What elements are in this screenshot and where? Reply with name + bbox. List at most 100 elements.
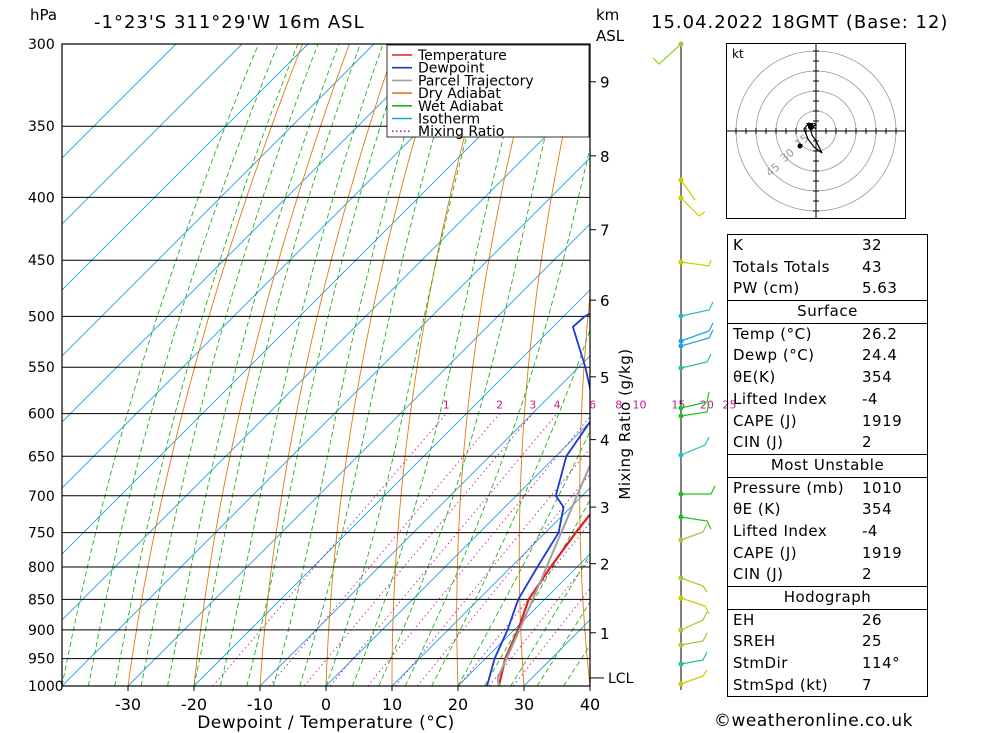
wind-barb <box>680 197 706 217</box>
wind-barb <box>680 301 714 317</box>
surface-cin-value: 2 <box>862 433 873 452</box>
wind-level-dot <box>678 661 684 667</box>
legend-label: Temperature <box>417 48 507 64</box>
dry-adiabat-line <box>695 44 723 686</box>
profile-lines <box>486 312 590 686</box>
surface-dewp-row: Dewp (°C) 24.4 <box>728 345 927 367</box>
surface-temp-row: Temp (°C) 26.2 <box>728 324 927 346</box>
location-title: -1°23'S 311°29'W 16m ASL <box>94 12 365 33</box>
pressure-tick-label: 650 <box>28 449 55 465</box>
mixing-ratio-axis-title: Mixing Ratio (g/kg) <box>616 348 634 499</box>
wind-barb <box>680 632 708 646</box>
hodograph-unit: kt <box>732 47 744 61</box>
mixing-ratio-label: 25 <box>723 399 737 412</box>
x-tick-label: -30 <box>115 695 141 714</box>
k-index-row: K 32 <box>728 235 927 257</box>
km-tick-label: 4 <box>600 432 610 450</box>
km-tick-label: 1 <box>600 625 610 643</box>
valid-datetime: 15.04.2022 18GMT (Base: 12) <box>651 12 949 33</box>
temperature-line <box>497 512 590 686</box>
wet-adiabat-line <box>378 44 569 686</box>
wind-barb <box>681 485 716 495</box>
pressure-tick-label: 350 <box>28 119 55 135</box>
pressure-tick-label: 600 <box>28 407 55 423</box>
stmdir-label: StmDir <box>733 654 788 673</box>
isotherm-line <box>62 44 375 357</box>
wind-barb <box>680 353 712 369</box>
pressure-tick-label: 550 <box>28 360 55 376</box>
wind-level-dot <box>678 413 684 419</box>
isotherm-line <box>62 44 309 291</box>
wind-level-dot <box>678 405 684 411</box>
legend-label: Parcel Trajectory <box>418 73 534 89</box>
pressure-tick-label: 500 <box>28 309 55 325</box>
km-tick-label: 6 <box>600 292 610 310</box>
dry-adiabat-line <box>193 44 350 686</box>
parcel-trajectory-line <box>496 463 590 686</box>
stmspd-row: StmSpd (kt) 7 <box>728 675 927 697</box>
mu-theta-value: 354 <box>862 500 893 519</box>
km-unit-label: km <box>596 6 619 24</box>
mu-cape-label: CAPE (J) <box>733 543 798 562</box>
wind-barb <box>680 179 696 201</box>
dry-adiabat-line <box>638 44 676 686</box>
copyright-footer: ©weatheronline.co.uk <box>714 711 914 731</box>
mixing-ratio-label: 4 <box>554 399 561 412</box>
sreh-row: SREH 25 <box>728 631 927 653</box>
isotherm-line <box>127 223 590 686</box>
sreh-label: SREH <box>733 632 776 651</box>
surface-cin-label: CIN (J) <box>733 433 784 452</box>
isotherm-line <box>62 44 441 423</box>
wind-level-dot <box>678 259 684 265</box>
pressure-tick-label: 900 <box>28 623 55 639</box>
wet-adiabat-line <box>299 44 462 686</box>
surface-cape-value: 1919 <box>862 411 903 430</box>
surface-li-value: -4 <box>862 389 878 408</box>
eh-label: EH <box>733 610 755 629</box>
mu-pressure-value: 1010 <box>862 478 903 497</box>
mixing-ratio-line <box>417 473 590 686</box>
surface-theta-row: θE(K) 354 <box>728 367 927 389</box>
surface-section: Surface Temp (°C) 26.2 Dewp (°C) 24.4 θE(K… <box>727 301 928 455</box>
km-tick-label: 2 <box>600 556 610 574</box>
wind-barb <box>680 329 714 347</box>
mixing-ratio-label: 2 <box>496 399 503 412</box>
legend-label: Wet Adiabat <box>418 99 504 115</box>
dry-adiabat-line <box>391 44 491 686</box>
axis-labels: 3003504004505005506006507007508008509009… <box>28 37 737 714</box>
pressure-unit-label: hPa <box>30 6 57 24</box>
x-tick-label: 0 <box>321 695 331 714</box>
mixing-ratio-label: 3 <box>529 399 536 412</box>
wind-level-dot <box>678 537 684 543</box>
wind-level-dot <box>678 595 684 601</box>
eh-value: 26 <box>862 610 883 629</box>
surface-theta-value: 354 <box>862 368 893 387</box>
dewpoint-line <box>486 312 590 686</box>
mixing-ratio-label: 20 <box>700 399 714 412</box>
wind-barb <box>680 651 708 665</box>
wind-barb <box>652 43 682 65</box>
wet-adiabat-line <box>87 44 279 686</box>
wind-barb <box>680 597 710 615</box>
totals-totals-label: Totals Totals <box>733 257 830 276</box>
surface-cin-row: CIN (J) 2 <box>728 432 927 454</box>
totals-totals-row: Totals Totals 43 <box>728 257 927 279</box>
wind-barb <box>680 322 714 342</box>
wind-level-dot <box>678 575 684 581</box>
surface-temp-value: 26.2 <box>862 324 898 343</box>
isotherm-line <box>62 91 590 621</box>
stmdir-value: 114° <box>862 654 901 673</box>
wind-barb <box>680 391 710 409</box>
mixing-ratio-label: 1 <box>443 399 450 412</box>
wet-adiabat-line <box>457 430 590 686</box>
k-index-value: 32 <box>862 236 883 254</box>
wind-level-dot <box>678 514 684 520</box>
surface-dewp-value: 24.4 <box>862 346 898 365</box>
x-tick-label: 40 <box>580 695 600 714</box>
mixing-ratio-line <box>269 413 501 686</box>
km-tick-label: 5 <box>600 369 610 387</box>
wind-barb <box>680 577 708 593</box>
surface-temp-label: Temp (°C) <box>733 324 812 343</box>
